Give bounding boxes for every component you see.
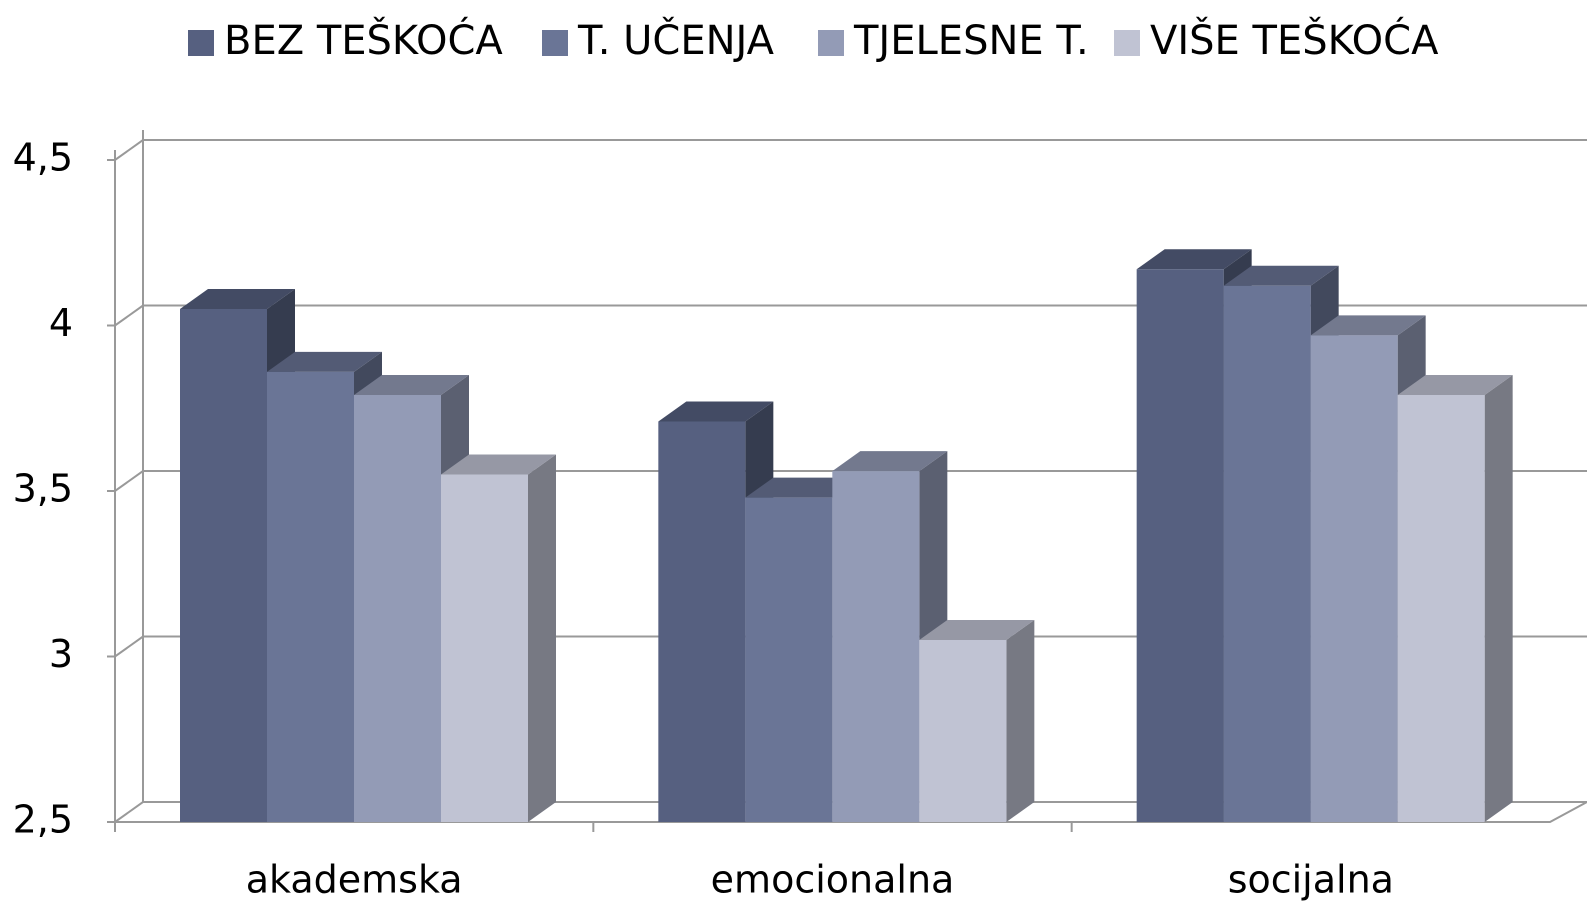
bar-side	[1006, 619, 1035, 822]
y-tick-label: 2,5	[13, 798, 73, 842]
bar-front	[354, 395, 441, 822]
bar-front	[919, 639, 1007, 822]
bar-side	[1484, 375, 1513, 822]
bar-front	[180, 308, 267, 822]
bar-top	[1223, 265, 1339, 286]
bar-top	[1397, 375, 1513, 396]
bar-top	[1310, 315, 1426, 336]
grid-line	[107, 304, 1587, 327]
bar	[919, 619, 1035, 822]
bar-front	[1136, 269, 1224, 823]
bar-top	[658, 401, 774, 422]
legend-swatch	[542, 30, 568, 56]
y-tick-label: 3	[49, 632, 73, 676]
legend-swatch	[818, 30, 844, 56]
grid-line	[107, 139, 1587, 161]
y-tick-label: 4,5	[13, 136, 73, 180]
bar-top	[354, 375, 469, 396]
legend-label: T. UČENJA	[577, 16, 775, 64]
bar-front	[1397, 395, 1485, 822]
bar-front	[1310, 335, 1398, 822]
bar-top	[267, 351, 382, 372]
legend-label: VIŠE TEŠKOĆA	[1150, 16, 1439, 64]
legend-swatch	[188, 30, 214, 56]
legend-label: BEZ TEŠKOĆA	[224, 16, 503, 64]
legend-label: TJELESNE T.	[853, 18, 1089, 64]
bar	[441, 454, 556, 822]
bar-side	[528, 454, 556, 822]
legend-swatch	[1114, 30, 1140, 56]
bar-top	[1136, 249, 1252, 270]
bar	[1397, 375, 1513, 822]
bar-front	[658, 421, 746, 822]
bar-front	[832, 471, 920, 822]
bar-front	[267, 371, 354, 822]
y-tick-label: 4	[49, 301, 73, 345]
bar-top	[441, 454, 556, 475]
bar-top	[832, 451, 948, 472]
y-tick-label: 3,5	[13, 467, 73, 511]
bar-front	[745, 497, 833, 822]
bar-front	[441, 474, 528, 822]
bar-top	[919, 619, 1035, 640]
x-tick-label: emocionalna	[711, 858, 955, 902]
x-tick-label: socijalna	[1228, 858, 1394, 902]
bar-top	[180, 288, 295, 309]
bar-front	[1223, 285, 1311, 822]
bar-top	[745, 477, 861, 498]
x-tick-label: akademska	[246, 858, 463, 902]
